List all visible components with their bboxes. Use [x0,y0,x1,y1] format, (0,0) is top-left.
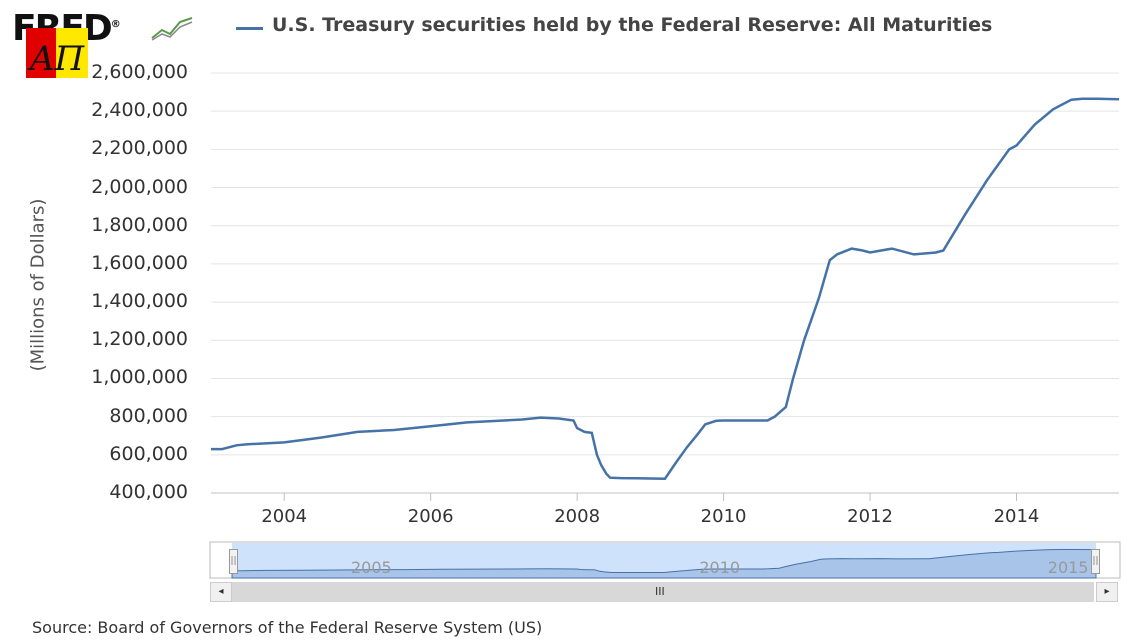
chart-title: U.S. Treasury securities held by the Fed… [272,14,993,36]
legend-swatch [236,27,263,30]
y-tick-label: 2,400,000 [91,99,188,122]
scroll-left-button[interactable]: ◂ [210,582,232,602]
source-note: Source: Board of Governors of the Federa… [32,618,543,637]
navigator-right-handle[interactable]: || [1091,549,1100,574]
y-tick-label: 1,000,000 [91,366,188,389]
series-line [211,97,1120,480]
navigator-label: 2010 [699,558,741,577]
scrollbar-track[interactable] [232,582,1094,602]
y-tick-label: 1,800,000 [91,213,188,236]
x-tick-label: 2006 [407,506,454,527]
x-tick-label: 2014 [993,506,1040,527]
trend-chart-icon [151,17,193,41]
scroll-right-button[interactable]: ▸ [1096,582,1118,602]
gridlines [211,72,1119,494]
navigator[interactable] [209,541,1121,579]
y-tick-label: 2,000,000 [91,175,188,198]
y-tick-label: 1,200,000 [91,328,188,351]
y-tick-label: 2,200,000 [91,137,188,160]
x-tick-label: 2008 [554,506,601,527]
navigator-label: 2005 [350,558,392,577]
y-tick-label: 1,400,000 [91,290,188,313]
navigator-left-handle[interactable]: || [229,549,238,574]
y-axis-label: (Millions of Dollars) [27,198,49,372]
watermark-stamp: AП [26,28,88,78]
x-tick-label: 2010 [700,506,747,527]
y-tick-label: 800,000 [109,404,188,427]
y-tick-label: 400,000 [109,481,188,503]
y-tick-label: 1,600,000 [91,251,188,274]
y-tick-label: 2,600,000 [91,61,188,83]
x-tick-marks [283,493,1017,501]
svg-text:AП: AП [27,39,86,78]
navigator-area [231,549,1097,579]
y-tick-label: 600,000 [109,442,188,465]
x-tick-label: 2004 [261,506,308,527]
navigator-label: 2015 [1047,558,1089,577]
scrollbar-grip[interactable]: III [655,585,665,598]
x-tick-label: 2012 [847,506,893,527]
